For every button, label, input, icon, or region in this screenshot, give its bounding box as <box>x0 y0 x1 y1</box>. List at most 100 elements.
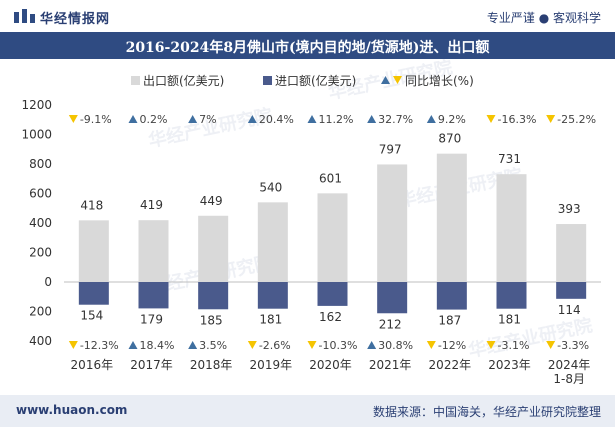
y-tick-label: 1000 <box>21 128 52 142</box>
x-tick-label: 2021年 <box>369 358 412 372</box>
export-bar <box>257 202 288 282</box>
export-bar <box>198 215 229 282</box>
import-growth-label: -12% <box>438 339 466 352</box>
export-growth-marker <box>68 115 78 123</box>
export-growth-marker <box>426 115 436 123</box>
chart-title: 2016-2024年8月佛山市(境内目的地/货源地)进、出口额 <box>125 40 490 56</box>
export-value-label: 419 <box>140 198 163 212</box>
import-bar <box>496 282 527 309</box>
import-growth-label: -2.6% <box>259 339 291 352</box>
data-source: 数据来源：中国海关，华经产业研究院整理 <box>372 405 601 419</box>
export-growth-marker <box>367 115 377 123</box>
watermark: 华经产业研究院 <box>146 104 274 152</box>
x-tick-label: 2017年 <box>130 358 173 372</box>
import-bar <box>138 282 169 309</box>
import-growth-label: 3.5% <box>199 339 227 352</box>
export-growth-label: 0.2% <box>140 113 168 126</box>
export-bar <box>436 153 467 282</box>
export-bar <box>496 174 527 282</box>
export-bar <box>556 224 587 282</box>
y-tick-label: 400 <box>29 334 52 348</box>
import-growth-marker <box>367 341 377 349</box>
import-value-label: 181 <box>498 313 521 327</box>
export-bar <box>317 193 348 282</box>
export-bar <box>78 220 109 282</box>
x-tick-label: 2016年 <box>71 358 114 372</box>
x-tick-label: 1-8月 <box>553 372 585 386</box>
export-value-label: 870 <box>438 132 461 146</box>
export-value-label: 540 <box>259 180 282 194</box>
y-tick-label: 0 <box>44 275 52 289</box>
import-growth-marker <box>426 341 436 349</box>
import-growth-label: -3.1% <box>498 339 530 352</box>
import-value-label: 179 <box>140 312 163 326</box>
import-value-label: 154 <box>80 309 103 323</box>
x-tick-label: 2023年 <box>488 358 531 372</box>
footer-url[interactable]: www.huaon.com <box>16 403 128 417</box>
export-growth-label: 11.2% <box>319 113 354 126</box>
import-value-label: 187 <box>438 314 461 328</box>
import-growth-label: -12.3% <box>80 339 119 352</box>
import-growth-label: -3.3% <box>557 339 589 352</box>
legend-label-growth: 同比增长(%) <box>405 74 474 88</box>
import-growth-marker <box>128 341 138 349</box>
export-value-label: 418 <box>80 198 103 212</box>
export-growth-label: -16.3% <box>498 113 537 126</box>
import-value-label: 212 <box>379 317 402 331</box>
logo-icon <box>14 9 35 23</box>
export-growth-label: 9.2% <box>438 113 466 126</box>
y-tick-label: 1200 <box>21 98 52 112</box>
y-tick-label: 200 <box>29 246 52 260</box>
legend-down-marker <box>393 76 402 84</box>
import-bar <box>257 282 288 309</box>
export-growth-marker <box>307 115 317 123</box>
export-growth-marker <box>128 115 138 123</box>
import-growth-label: 30.8% <box>378 339 413 352</box>
y-tick-label: 200 <box>29 305 52 319</box>
import-growth-marker <box>188 341 198 349</box>
export-bar <box>377 164 408 282</box>
import-growth-label: 18.4% <box>140 339 175 352</box>
legend-up-marker <box>381 76 390 84</box>
import-value-label: 181 <box>259 313 282 327</box>
import-bar <box>317 282 348 306</box>
export-growth-label: 7% <box>199 113 216 126</box>
import-growth-marker <box>307 341 317 349</box>
export-bar <box>138 220 169 282</box>
export-growth-marker <box>188 115 198 123</box>
import-bar <box>198 282 229 310</box>
export-growth-label: -9.1% <box>80 113 112 126</box>
y-tick-label: 400 <box>29 216 52 230</box>
x-tick-label: 2020年 <box>309 358 352 372</box>
import-growth-label: -10.3% <box>319 339 358 352</box>
import-growth-marker <box>546 341 556 349</box>
export-growth-label: 32.7% <box>378 113 413 126</box>
import-growth-marker <box>68 341 78 349</box>
export-growth-label: 20.4% <box>259 113 294 126</box>
import-growth-marker <box>486 341 496 349</box>
import-growth-marker <box>247 341 257 349</box>
x-tick-label: 2019年 <box>250 358 293 372</box>
legend-swatch-import <box>263 76 272 85</box>
export-value-label: 449 <box>200 194 223 208</box>
legend-label-import: 进口额(亿美元) <box>275 73 356 88</box>
import-bar <box>377 282 408 314</box>
x-tick-label: 2018年 <box>190 358 233 372</box>
export-growth-marker <box>486 115 496 123</box>
brand-name: 华经情报网 <box>40 12 111 27</box>
export-value-label: 797 <box>379 142 402 156</box>
chart: 华经产业研究院华经产业研究院华经产业研究院华经产业研究院华经产业研究院出口额(亿… <box>21 59 601 386</box>
import-value-label: 162 <box>319 310 342 324</box>
legend-swatch-export <box>131 76 140 85</box>
import-value-label: 114 <box>558 303 581 317</box>
import-value-label: 185 <box>200 313 223 327</box>
y-tick-label: 800 <box>29 157 52 171</box>
import-bar <box>556 282 587 299</box>
x-tick-label: 2024年 <box>548 358 591 372</box>
tagline: 专业严谨 ● 客观科学 <box>486 11 601 25</box>
import-bar <box>436 282 467 310</box>
legend-label-export: 出口额(亿美元) <box>143 73 224 88</box>
x-tick-label: 2022年 <box>429 358 472 372</box>
export-growth-label: -25.2% <box>557 113 596 126</box>
